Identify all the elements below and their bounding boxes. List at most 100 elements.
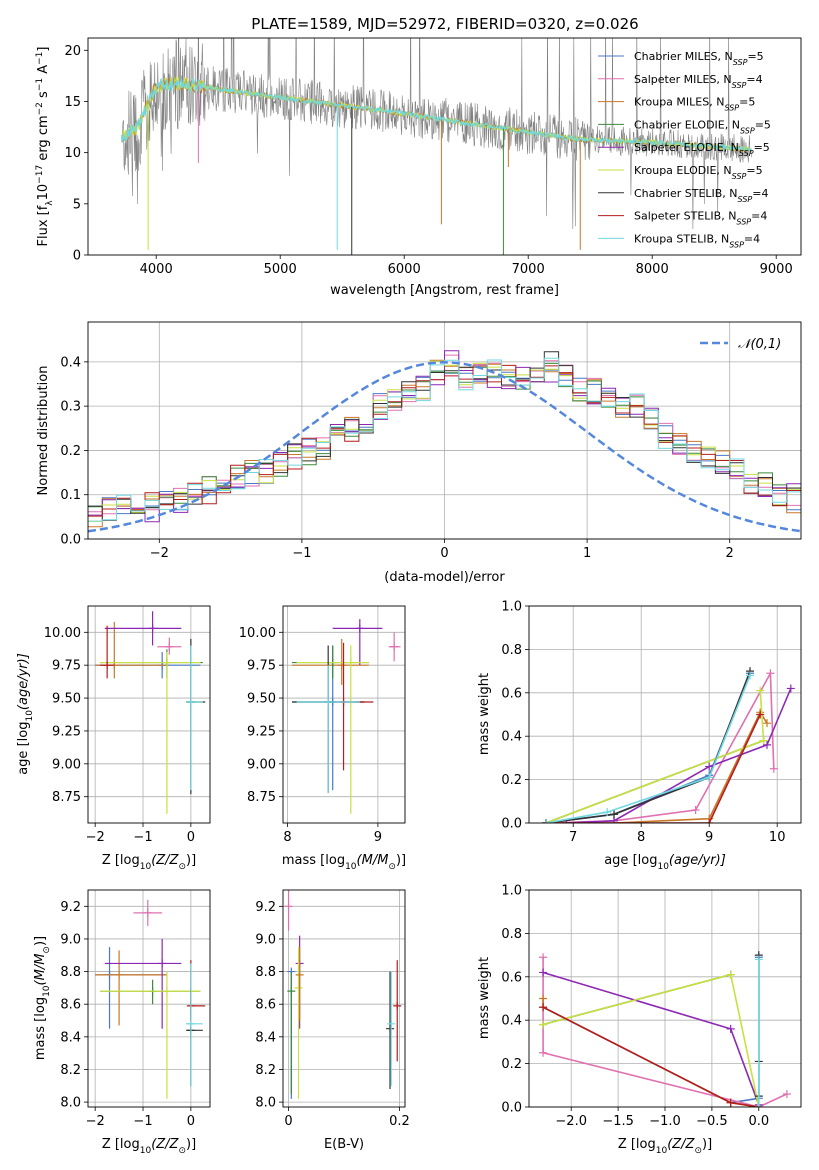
y-tick-label: 0.0 — [501, 817, 522, 832]
x-tick-label: 6000 — [388, 262, 421, 277]
y-tick-label: 15 — [64, 95, 81, 110]
y-tick-label: 8.4 — [60, 1030, 81, 1045]
legend-label: Chabrier ELODIE, NSSP=5 — [634, 118, 771, 135]
y-tick-label: 1.0 — [501, 884, 522, 899]
y-tick-label: 8.75 — [247, 790, 276, 805]
y-tick-label: 9.50 — [247, 692, 276, 707]
weight-series-marker — [610, 810, 618, 819]
y-tick-label: 8.0 — [60, 1096, 81, 1111]
y-tick-label: 9.2 — [255, 900, 276, 915]
legend-label: Salpeter ELODIE, NSSP=5 — [634, 141, 770, 158]
axes-frame — [87, 37, 802, 256]
y-tick-label: 5 — [73, 197, 81, 212]
y-tick-label: 8.2 — [255, 1063, 276, 1078]
y-tick-label: 9.75 — [247, 659, 276, 674]
weight-series-marker — [539, 953, 548, 962]
data-point — [387, 1019, 396, 1028]
x-tick-label: −1.5 — [602, 1114, 634, 1129]
x-tick-label: 8 — [283, 830, 291, 845]
mass-ebv-x-label: E(B-V) — [324, 1137, 364, 1152]
y-tick-label: 0.8 — [501, 927, 522, 942]
weight-series-line — [545, 690, 765, 823]
y-tick-label: 0.4 — [501, 730, 522, 745]
x-tick-label: 0.0 — [748, 1114, 769, 1129]
weight-series-marker — [726, 1098, 735, 1107]
weight-series-line — [542, 998, 759, 1107]
data-point — [386, 1024, 395, 1033]
data-point — [324, 698, 333, 707]
weight-series-line — [542, 1006, 759, 1107]
x-tick-label: 9000 — [760, 262, 793, 277]
axes-frame — [282, 605, 406, 824]
data-point — [295, 970, 304, 979]
axes-frame — [528, 605, 802, 824]
y-tick-label: 9.25 — [52, 724, 81, 739]
x-tick-label: −2.0 — [555, 1114, 587, 1129]
y-tick-label: 8.6 — [60, 998, 81, 1013]
y-tick-label: 0.0 — [60, 533, 81, 548]
age-mass-x-label: mass [log10(M/M⊙)] — [282, 853, 406, 872]
y-tick-label: 9.0 — [60, 932, 81, 947]
x-tick-label: −1 — [292, 546, 311, 561]
legend-label: Kroupa MILES, NSSP=5 — [634, 96, 755, 113]
y-tick-label: 8.8 — [60, 965, 81, 980]
x-tick-label: −0.5 — [696, 1114, 728, 1129]
y-tick-label: 0.3 — [60, 400, 81, 415]
x-tick-label: −1.0 — [649, 1114, 681, 1129]
mass-z-y-label: mass [log10(M/M⊙)] — [33, 936, 52, 1060]
observed-spectrum-line — [121, 38, 752, 230]
weight-series-marker — [782, 1089, 791, 1098]
weight-series-line — [545, 675, 751, 823]
y-tick-label: 0.6 — [501, 686, 522, 701]
x-tick-label: −2 — [86, 830, 105, 845]
x-tick-label: 4000 — [140, 262, 173, 277]
x-tick-label: −1 — [133, 1114, 152, 1129]
x-tick-label: 2 — [726, 546, 734, 561]
y-tick-label: 0.4 — [501, 1014, 522, 1029]
y-tick-label: 10 — [64, 146, 81, 161]
weight-z-x-label: Z [log10(Z/Z⊙)] — [618, 1137, 712, 1156]
legend-label: Kroupa STELIB, NSSP=4 — [634, 232, 760, 249]
weight-series-marker — [766, 669, 775, 678]
model-spectrum-line — [121, 78, 752, 153]
y-tick-label: 10.00 — [44, 626, 81, 641]
y-tick-label: 8.4 — [255, 1030, 276, 1045]
weight-age-x-label: age [log10(age/yr)] — [604, 853, 726, 872]
axes-frame — [282, 889, 406, 1108]
y-tick-label: 9.2 — [60, 900, 81, 915]
y-tick-label: 8.2 — [60, 1063, 81, 1078]
weight-series-marker — [539, 1048, 548, 1057]
data-point — [346, 658, 355, 667]
axes-frame — [87, 605, 211, 824]
x-tick-label: −1 — [133, 830, 152, 845]
weight-series-line — [546, 714, 761, 823]
x-tick-label: 9 — [374, 830, 382, 845]
data-point — [103, 661, 112, 670]
weight-series-line — [545, 670, 775, 823]
y-tick-label: 8.8 — [255, 965, 276, 980]
x-tick-label: 8 — [637, 830, 645, 845]
legend-label: Chabrier STELIB, NSSP=4 — [634, 187, 768, 204]
x-tick-label: 5000 — [264, 262, 297, 277]
weight-series-line — [542, 957, 760, 1104]
y-tick-label: 9.00 — [247, 757, 276, 772]
y-tick-label: 8.75 — [52, 790, 81, 805]
data-point — [162, 987, 171, 996]
legend-label: Salpeter STELIB, NSSP=4 — [634, 210, 767, 227]
x-tick-label: 1 — [583, 546, 591, 561]
age-z-x-label: Z [log10(Z/Z⊙)] — [102, 853, 196, 872]
weight-series-line — [546, 710, 768, 823]
y-tick-label: 0.6 — [501, 970, 522, 985]
weight-series-marker — [539, 1020, 548, 1029]
weight-series-marker — [705, 819, 714, 823]
y-tick-label: 9.25 — [247, 724, 276, 739]
y-tick-label: 0.2 — [501, 1057, 522, 1072]
axes-frame — [528, 889, 802, 1108]
y-tick-label: 10.00 — [239, 626, 276, 641]
spectrum-x-label: wavelength [Angstrom, rest frame] — [330, 283, 559, 298]
data-point — [143, 908, 152, 917]
residual-y-label: Normed distribution — [36, 366, 51, 496]
weight-series-marker — [691, 805, 700, 814]
weight-series-marker — [754, 1103, 763, 1107]
